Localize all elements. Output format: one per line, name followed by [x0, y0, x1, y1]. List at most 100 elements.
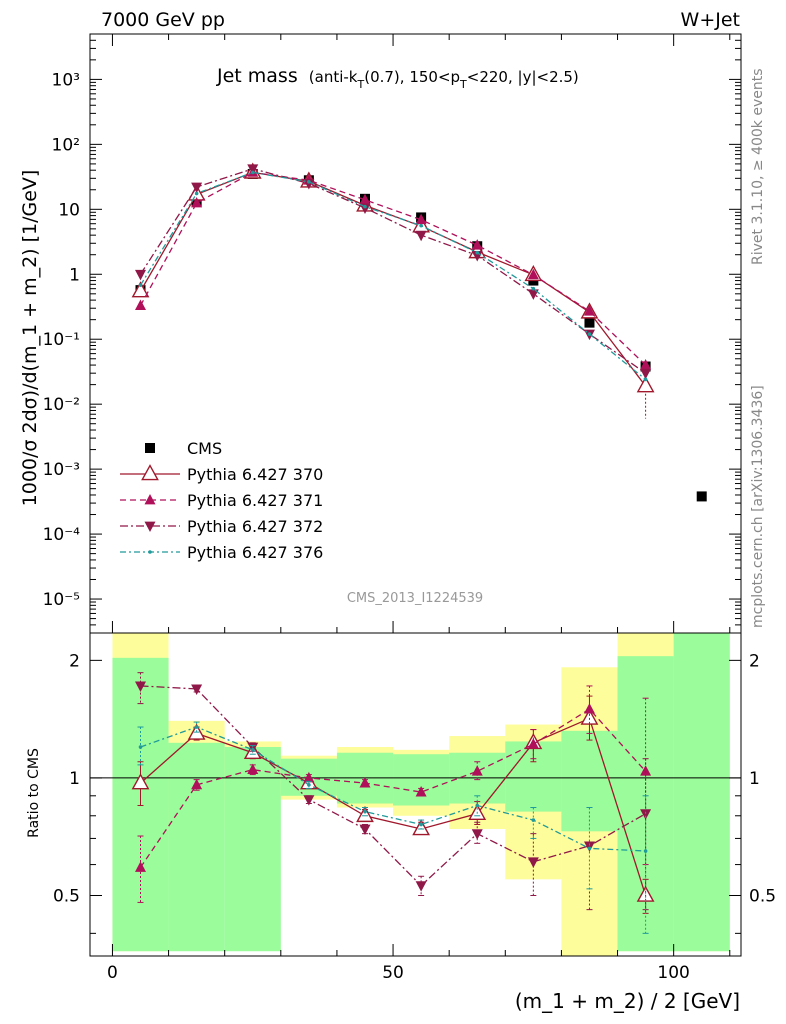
main-point-p372	[415, 230, 427, 242]
main-point-p372	[247, 164, 259, 175]
legend-marker-p370	[141, 464, 159, 481]
main-point-p376	[643, 377, 648, 382]
main-point-p370	[131, 281, 150, 298]
title-sub-suffix: <220, |y|<2.5)	[467, 68, 579, 86]
ratio-point-p370	[412, 819, 430, 836]
legend-marker-cms	[145, 443, 155, 453]
x-tick-label: 50	[382, 963, 404, 983]
ratio-point-p376	[475, 803, 480, 808]
ratio-point-p372	[640, 809, 652, 820]
ratio-point-p372	[191, 684, 203, 695]
x-axis-label: (m_1 + m_2) / 2 [GeV]	[515, 989, 740, 1013]
main-point-p376	[250, 170, 255, 175]
main-line-p370	[139, 171, 647, 387]
main-point-p372	[527, 289, 539, 300]
x-tick-label: 100	[657, 963, 689, 983]
ratio-point-p376	[194, 725, 199, 729]
main-y-tick-label: 10⁻³	[43, 460, 80, 480]
ratio-point-p371	[527, 738, 539, 749]
header-right: W+Jet	[681, 9, 740, 31]
legend: CMS Pythia 6.427 370 Pythia 6.427 371 Pythi…	[120, 439, 323, 562]
title-main: Jet mass	[216, 65, 298, 87]
band-green	[561, 730, 618, 832]
axis-ticks	[90, 33, 741, 956]
main-y-tick-label: 10³	[52, 70, 80, 90]
tick-labels: 10⁻⁵ 10⁻⁴ 10⁻³ 10⁻² 10⁻¹ 1 10 10² 10³ 0.5 0.5 1 1 2 2 0…	[43, 70, 776, 983]
main-point-cms	[696, 491, 707, 502]
main-point-p371	[135, 299, 147, 310]
ratio-point-p376	[643, 849, 648, 853]
main-point-p376	[307, 180, 311, 184]
ratio-point-p372	[471, 829, 483, 840]
main-point-p372	[191, 182, 203, 194]
ratio-point-p372	[415, 881, 427, 892]
band-green	[393, 754, 450, 806]
analysis-id: CMS_2013_I1224539	[347, 591, 483, 606]
main-point-p372	[471, 251, 483, 262]
ratio-panel-frame	[89, 632, 742, 957]
main-point-p371	[359, 193, 371, 205]
ratio-y-tick-label-right: 0.5	[749, 887, 776, 907]
legend-marker-p372	[144, 521, 156, 533]
ratio-y-tick-label-left: 2	[69, 651, 80, 671]
main-point-p372	[359, 203, 371, 214]
main-point-p371	[527, 268, 539, 280]
main-point-cms	[584, 317, 595, 328]
main-point-p376	[531, 286, 536, 291]
mcplots-label: mcplots.cern.ch [arXiv:1306.3436]	[750, 385, 766, 628]
main-point-p371	[640, 359, 652, 370]
ratio-point-p371	[247, 763, 259, 775]
ratio-point-p376	[531, 818, 536, 822]
ratio-point-p376	[250, 748, 255, 752]
title-sub-sub2: T	[459, 78, 467, 91]
main-y-tick-label: 10	[58, 200, 80, 220]
main-point-p376	[419, 223, 423, 228]
legend-label-p371: Pythia 6.427 371	[187, 491, 323, 510]
main-y-tick-label: 10⁻¹	[43, 330, 80, 350]
main-y-tick-label: 10²	[52, 135, 80, 155]
main-series-group	[131, 162, 707, 502]
ratio-line-p371	[139, 708, 647, 868]
ratio-y-tick-label-right: 2	[749, 651, 760, 671]
legend-marker-p376	[148, 550, 152, 554]
ratio-point-p370	[580, 708, 599, 725]
ratio-point-p370	[131, 773, 150, 790]
ratio-y-axis-label: Ratio to CMS	[26, 748, 42, 838]
ratio-point-p371	[359, 777, 371, 788]
ratio-point-p371	[135, 861, 147, 872]
ratio-point-p371	[415, 786, 427, 797]
title-sub-prefix: (anti-k	[309, 68, 358, 86]
main-y-axis-label: 1000/σ 2dσ)/d(m_1 + m_2) [1/GeV]	[19, 170, 41, 507]
ratio-point-p371	[640, 765, 652, 776]
ratio-point-p376	[587, 846, 592, 851]
main-line-p372	[139, 168, 646, 374]
ratio-point-p371	[303, 771, 315, 783]
ratio-y-tick-label-right: 1	[749, 769, 760, 789]
ratio-point-p372	[527, 857, 539, 868]
main-y-tick-label: 10⁻²	[43, 395, 80, 415]
main-point-p376	[587, 332, 592, 336]
legend-label-p376: Pythia 6.427 376	[187, 543, 323, 562]
band-green	[673, 633, 730, 952]
main-line-p371	[139, 171, 647, 366]
ratio-point-p371	[191, 778, 203, 790]
main-point-p371	[191, 196, 203, 208]
legend-label-p372: Pythia 6.427 372	[187, 517, 323, 536]
header-left: 7000 GeV pp	[101, 9, 225, 31]
main-y-tick-label: 10⁻⁴	[43, 525, 81, 545]
ratio-y-tick-label-left: 1	[69, 769, 80, 789]
legend-label-cms: CMS	[187, 439, 222, 458]
main-point-p371	[471, 239, 483, 250]
ratio-point-p376	[363, 809, 367, 814]
main-point-p376	[194, 191, 199, 196]
main-point-p376	[138, 283, 143, 287]
main-y-tick-label: 10⁻⁵	[43, 590, 80, 610]
main-point-p372	[303, 179, 315, 190]
rivet-label: Rivet 3.1.10, ≥ 400k events	[750, 68, 766, 265]
ratio-line-p372	[140, 685, 646, 887]
ratio-y-tick-label-left: 0.5	[53, 887, 80, 907]
legend-marker-p371	[144, 493, 156, 505]
x-tick-label: 0	[107, 963, 118, 983]
ratio-series-group	[131, 672, 655, 934]
ratio-point-p376	[419, 822, 423, 827]
